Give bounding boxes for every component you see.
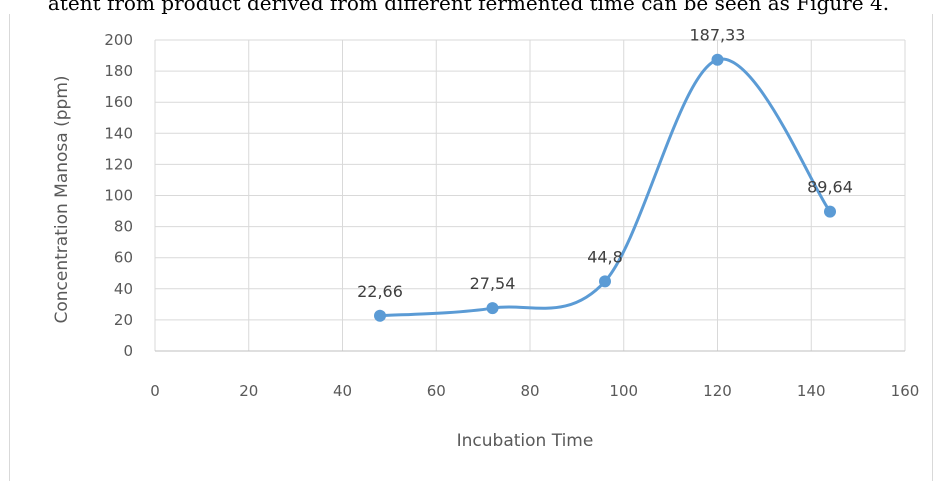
x-tick-label: 80 xyxy=(520,382,539,400)
data-label: 187,33 xyxy=(690,26,746,45)
x-tick-label: 0 xyxy=(150,382,160,400)
y-tick-label: 160 xyxy=(104,93,133,111)
y-tick-label: 80 xyxy=(114,218,133,236)
x-tick-label: 20 xyxy=(239,382,258,400)
x-tick-label: 40 xyxy=(333,382,352,400)
data-point xyxy=(599,275,611,288)
y-tick-label: 100 xyxy=(104,187,133,205)
gridlines xyxy=(154,39,906,352)
y-tick-label: 0 xyxy=(123,342,133,360)
data-point xyxy=(711,53,724,66)
data-point xyxy=(374,309,386,322)
y-tick-label: 180 xyxy=(104,62,133,80)
x-tick-label: 160 xyxy=(891,382,920,400)
chart-frame xyxy=(9,14,933,481)
series-line xyxy=(379,57,832,318)
data-point xyxy=(486,302,499,315)
x-tick-label: 60 xyxy=(427,382,446,400)
data-label: 22,66 xyxy=(357,282,403,301)
caption-fragment: atent from product derived from differen… xyxy=(47,0,890,15)
y-tick-label: 200 xyxy=(104,31,133,49)
x-axis-title: Incubation Time xyxy=(457,431,594,451)
x-tick-label: 140 xyxy=(797,382,826,400)
axes: 0 20 40 60 80 100 120 140 160 180 200 0 20 40 60 80 100 1… xyxy=(104,31,919,400)
y-tick-label: 140 xyxy=(104,124,133,142)
data-label: 44,8 xyxy=(587,247,623,266)
data-point xyxy=(824,205,836,218)
y-tick-label: 60 xyxy=(114,249,133,267)
y-tick-label: 40 xyxy=(114,280,133,298)
y-tick-label: 20 xyxy=(114,311,133,329)
x-tick-label: 100 xyxy=(609,382,638,400)
y-tick-label: 120 xyxy=(104,155,133,173)
data-points xyxy=(374,53,836,322)
y-axis-title: Concentration Manosa (ppm) xyxy=(52,75,72,323)
data-label: 89,64 xyxy=(807,178,853,197)
data-label: 27,54 xyxy=(470,274,516,293)
data-labels: 22,66 27,54 44,8 187,33 89,64 xyxy=(357,26,853,301)
x-tick-label: 120 xyxy=(703,382,732,400)
